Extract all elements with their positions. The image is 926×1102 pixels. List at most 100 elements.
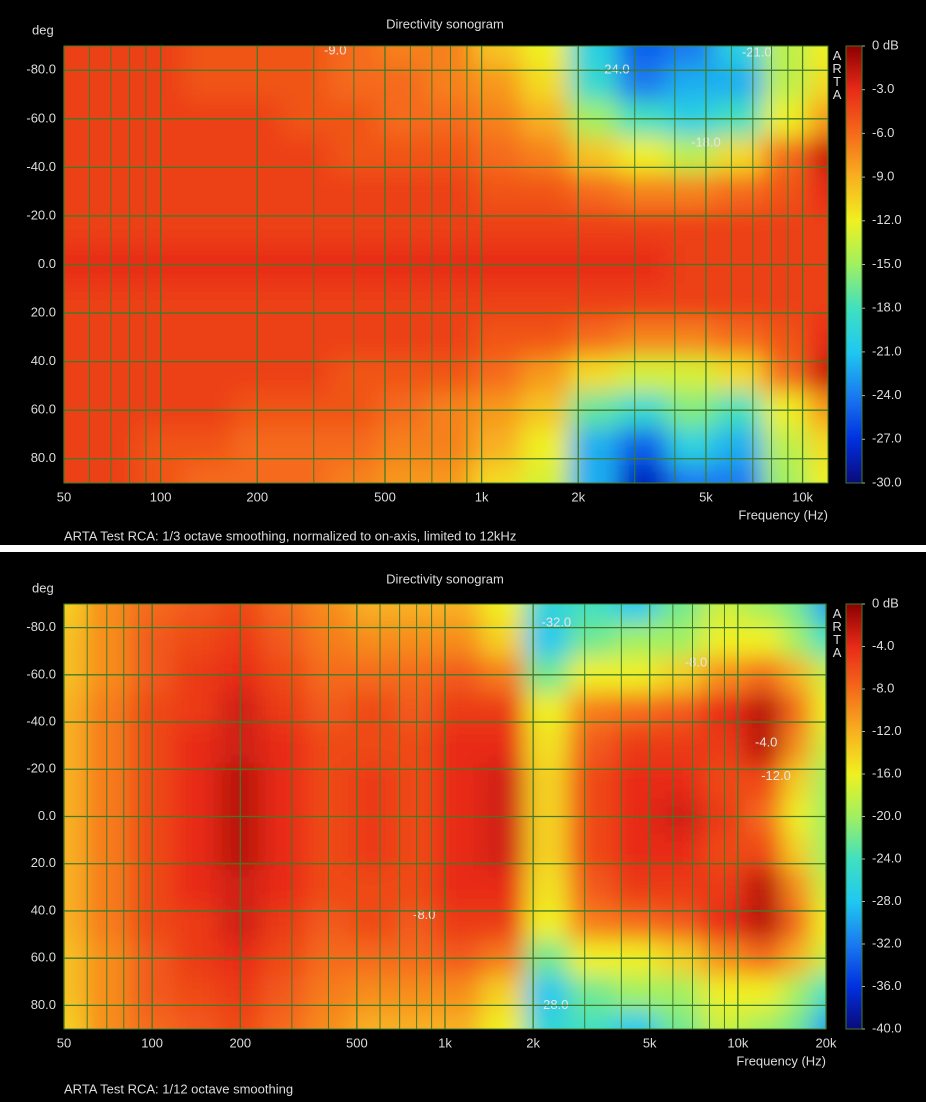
colorbar-label: -12.0 (872, 212, 902, 227)
heat-cell (425, 46, 474, 65)
x-tick-label: 50 (57, 1035, 71, 1050)
heat-cell (85, 869, 130, 906)
heat-cell (521, 282, 570, 320)
heat-cell (781, 834, 813, 871)
heat-cell (393, 975, 438, 1012)
watermark: ARTA (830, 606, 845, 658)
heat-cell (701, 1011, 746, 1029)
heat-cell (701, 692, 746, 729)
heat-cell (280, 46, 330, 65)
heat-cell (64, 1011, 86, 1029)
heat-cell (614, 604, 659, 623)
heat-cell (701, 975, 746, 1012)
heat-cell (64, 173, 88, 211)
heat-cell (811, 834, 826, 871)
heat-cell (393, 727, 438, 764)
heat-cell (525, 692, 570, 729)
colorbar-label: -27.0 (872, 431, 902, 446)
heat-cell (184, 173, 233, 211)
heat-cell (657, 1011, 703, 1029)
heat-cell (184, 46, 233, 65)
heat-cell (521, 137, 570, 174)
y-tick-label: -80.0 (26, 619, 56, 634)
heat-cell (807, 209, 828, 247)
heat-cell (377, 464, 427, 483)
y-tick-label: -40.0 (26, 713, 56, 728)
y-tick-label: -80.0 (26, 62, 56, 77)
panel: -32.0 -8.0 -4.0 -12.0 -8.0 -28.0 50 100 200 500 1k… (0, 552, 926, 1102)
heat-cell (87, 173, 137, 211)
chart-title: Directivity sonogram (386, 16, 504, 31)
colorbar-label: -3.0 (872, 81, 894, 96)
heat-cell (807, 282, 828, 320)
heat-cell (569, 46, 619, 65)
heat-cell (472, 46, 522, 65)
y-tick-label: -20.0 (26, 207, 56, 222)
heat-cell (173, 975, 219, 1012)
heat-cell (811, 621, 826, 658)
heat-cell (87, 282, 137, 320)
heat-cell (436, 834, 482, 871)
colorbar-label: -16.0 (872, 765, 902, 780)
heat-cell (261, 727, 307, 764)
y-tick-label: 20.0 (31, 855, 56, 870)
heat-cell (667, 464, 716, 483)
x-tick-label: 200 (229, 1035, 251, 1050)
colorbar-label: -6.0 (872, 125, 894, 140)
heat-cell (807, 319, 828, 357)
heat-cell (261, 834, 307, 871)
heat-cell (85, 1011, 130, 1029)
colorbar-label: -18.0 (872, 300, 902, 315)
heat-cell (436, 692, 482, 729)
heat-cell (657, 975, 703, 1012)
heat-cell (261, 975, 307, 1012)
heat-cell (393, 869, 438, 906)
heat-cell (714, 282, 764, 320)
heat-cell (480, 975, 526, 1012)
x-tick-label: 20k (816, 1035, 837, 1050)
heat-cell (569, 975, 616, 1012)
heat-cell (64, 604, 86, 623)
heat-cell (393, 1011, 438, 1029)
x-tick-label: 5k (699, 489, 713, 504)
colorbar-label: -28.0 (872, 893, 902, 908)
heat-cell (425, 319, 474, 357)
x-axis-label: Frequency (Hz) (736, 1053, 826, 1068)
heat-cell (480, 604, 526, 623)
heat-cell (657, 692, 703, 729)
heat-cell (657, 604, 703, 623)
heat-cell (261, 604, 307, 623)
heat-cell (745, 604, 783, 623)
colorbar-label: -20.0 (872, 808, 902, 823)
chart-title: Directivity sonogram (386, 571, 504, 586)
heat-cell (617, 428, 669, 466)
heat-cell (184, 319, 233, 357)
heat-cell (701, 727, 746, 764)
footnote: ARTA Test RCA: 1/3 octave smoothing, nor… (64, 528, 516, 543)
heat-cell (521, 46, 570, 65)
colorbar-label: -15.0 (872, 256, 902, 271)
heat-cell (807, 428, 828, 466)
heat-cell (807, 64, 828, 102)
heat-cell (425, 173, 474, 211)
heat-cell (667, 46, 716, 65)
heat-cell (714, 428, 764, 466)
heat-cell (569, 727, 616, 764)
heat-cell (807, 137, 828, 174)
contour-label: -28.0 (539, 997, 569, 1012)
heat-cell (261, 869, 307, 906)
heat-cell (614, 1011, 659, 1029)
heat-cell (349, 604, 395, 623)
heat-cell (64, 137, 88, 174)
heat-cell (173, 727, 219, 764)
heat-cell (87, 428, 137, 466)
heat-cell (569, 1011, 616, 1029)
heat-cell (64, 464, 88, 483)
contour-label: -24.0 (600, 62, 630, 77)
colorbar (845, 45, 863, 484)
contour-label: -4.0 (755, 735, 777, 750)
heat-cell (480, 692, 526, 729)
heat-cell (569, 319, 619, 357)
x-tick-label: 1k (475, 489, 489, 504)
heat-cell (745, 727, 783, 764)
